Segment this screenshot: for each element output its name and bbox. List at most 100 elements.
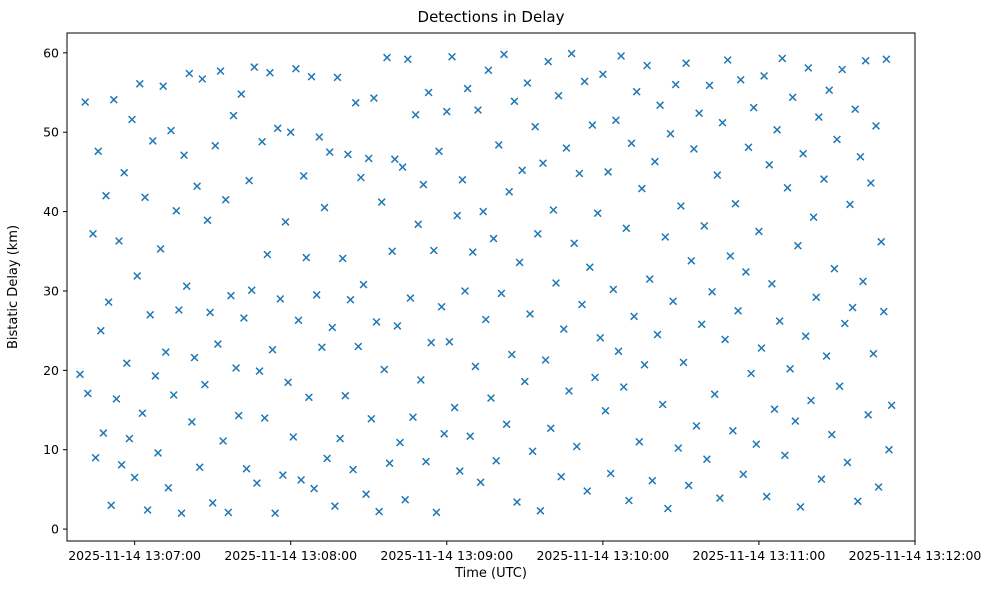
scatter-point [310,484,319,493]
scatter-point [822,352,831,361]
scatter-point [369,94,378,103]
scatter-point [799,149,808,158]
scatter-point [276,294,285,303]
scatter-point [528,447,537,456]
scatter-point [536,506,545,515]
scatter-point [567,49,576,58]
scatter-point [637,184,646,193]
scatter-point [411,110,420,119]
scatter-point [445,337,454,346]
scatter-point [273,124,282,133]
scatter-point [424,88,433,97]
scatter-point [151,371,160,380]
scatter-point [885,445,893,454]
scatter-point [754,227,763,236]
scatter-point [752,440,761,449]
scatter-point [377,198,386,207]
scatter-point [208,498,217,507]
scatter-point [164,483,173,492]
scatter-point [76,370,84,379]
scatter-point [200,380,209,389]
scatter-point [721,335,730,344]
scatter-point [705,81,714,90]
scatter-point [479,207,488,216]
scatter-point [138,409,147,418]
scatter-point [674,444,683,453]
scatter-point [757,344,766,353]
scatter-point [476,478,485,487]
scatter-point [154,448,162,457]
scatter-point [435,147,443,156]
scatter-point [546,424,555,433]
scatter-point [635,437,644,446]
scatter-point [328,323,337,332]
scatter-point [715,494,724,503]
scatter-point [643,61,652,70]
scatter-point [624,496,633,505]
scatter-point [500,50,508,59]
scatter-point [312,290,321,299]
scatter-point [422,457,430,466]
scatter-point [593,209,602,218]
scatter-point [471,362,480,371]
scatter-point [713,171,722,180]
scatter-point [804,63,813,72]
scatter-point [814,113,823,122]
scatter-point [120,168,129,177]
scatter-point [656,101,665,110]
scatter-point [221,195,230,204]
scatter-point [416,375,425,384]
scatter-point [775,317,784,326]
scatter-point [380,365,389,374]
scatter-point [383,53,391,62]
scatter-point [728,426,737,435]
scatter-point [487,394,495,403]
scatter-point [232,364,241,372]
scatter-point [793,241,802,250]
scatter-point [109,95,118,104]
scatter-point [601,406,610,415]
scatter-point [731,199,740,208]
scatter-point [148,136,157,145]
scatter-point [141,193,149,202]
scatter-point [252,479,261,488]
scatter-point [429,246,438,255]
scatter-point [99,429,108,438]
scatter-point [143,506,152,514]
scatter-point [676,202,685,210]
scatter-point [830,264,839,273]
scatter-point [578,300,586,309]
scatter-point [835,382,844,391]
scatter-point [125,434,134,443]
scatter-point [297,475,306,484]
scatter-point [356,173,365,182]
scatter-point [406,294,415,303]
scatter-point [653,330,662,339]
scatter-point [622,224,631,233]
scatter-marker-group [76,49,896,518]
scatter-point [575,169,584,178]
y-tick-label: 20 [43,363,59,378]
scatter-point [614,347,623,356]
y-tick-label: 30 [43,283,59,298]
scatter-point [505,187,514,196]
scatter-point [666,129,675,138]
scatter-point [375,507,384,516]
scatter-point [591,373,599,382]
scatter-point [562,144,571,153]
scatter-point [726,252,735,260]
scatter-point [258,137,267,146]
scatter-point [554,91,563,100]
scatter-point [94,147,103,156]
scatter-point [617,52,626,60]
scatter-point [338,254,347,263]
scatter-point [734,306,743,315]
scatter-point [102,191,110,200]
scatter-point [494,140,503,149]
scatter-point [450,403,459,412]
x-tick-label: 2025-11-14 13:09:00 [380,548,513,563]
scatter-point [401,495,410,504]
scatter-point [115,237,123,245]
scatter-point [848,303,857,312]
scatter-point [403,55,412,64]
